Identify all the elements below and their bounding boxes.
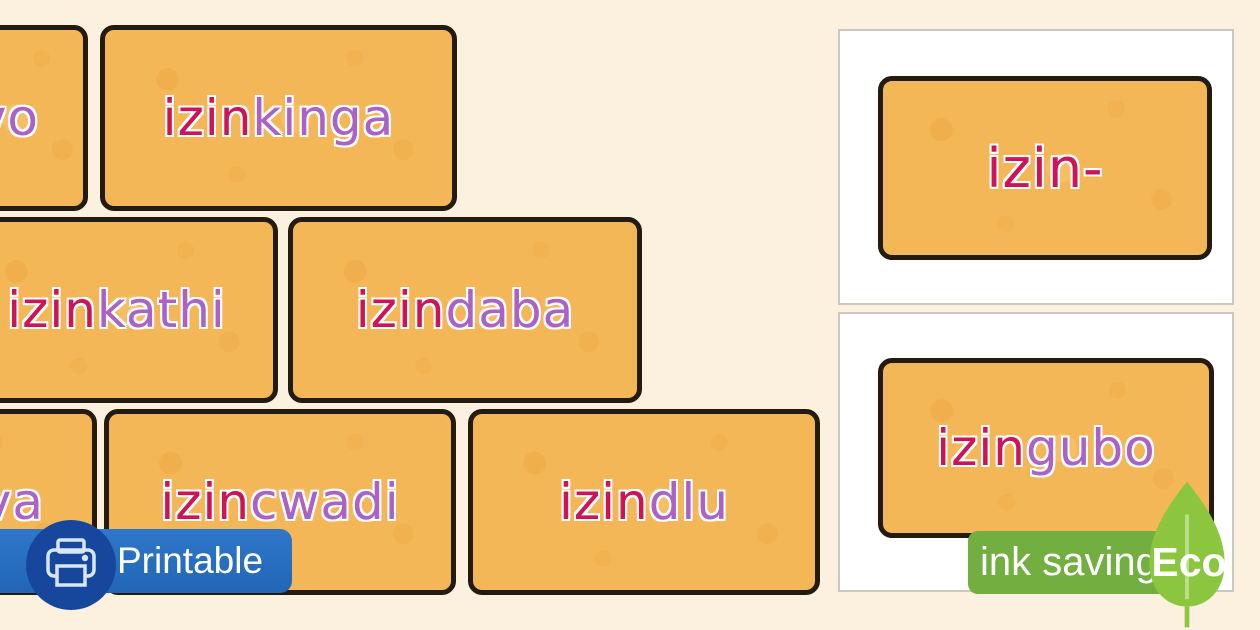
- printer-icon-circle: [26, 520, 116, 610]
- prefix-card-izin: izin-: [878, 76, 1212, 260]
- ink-saving-label: ink saving: [980, 540, 1158, 584]
- word-izinkinga: izinkinga: [162, 89, 395, 147]
- word-fragment: vo: [0, 89, 39, 147]
- word-card-izindaba: izindaba: [288, 217, 642, 403]
- eco-label: Eco: [1151, 539, 1227, 585]
- printer-icon: [46, 538, 96, 587]
- word-card-fragment-va: va: [0, 409, 97, 595]
- word-card-fragment-vo: vo: [0, 25, 88, 211]
- word-izingubo: izingubo: [936, 419, 1156, 477]
- word-card-izinkathi: izinkathi: [0, 217, 278, 403]
- word-card-izinkinga: izinkinga: [100, 25, 457, 211]
- word-izindaba: izindaba: [355, 281, 575, 339]
- printable-label: Printable: [117, 540, 264, 581]
- eco-leaf-icon: [1149, 481, 1225, 628]
- word-fragment: va: [0, 473, 44, 531]
- word-izindlu: izindlu: [558, 473, 730, 531]
- word-izinkathi: izinkathi: [7, 281, 226, 339]
- prefix-label: izin-: [986, 136, 1104, 200]
- word-card-izindlu: izindlu: [468, 409, 820, 595]
- word-izincwadi: izincwadi: [160, 473, 400, 531]
